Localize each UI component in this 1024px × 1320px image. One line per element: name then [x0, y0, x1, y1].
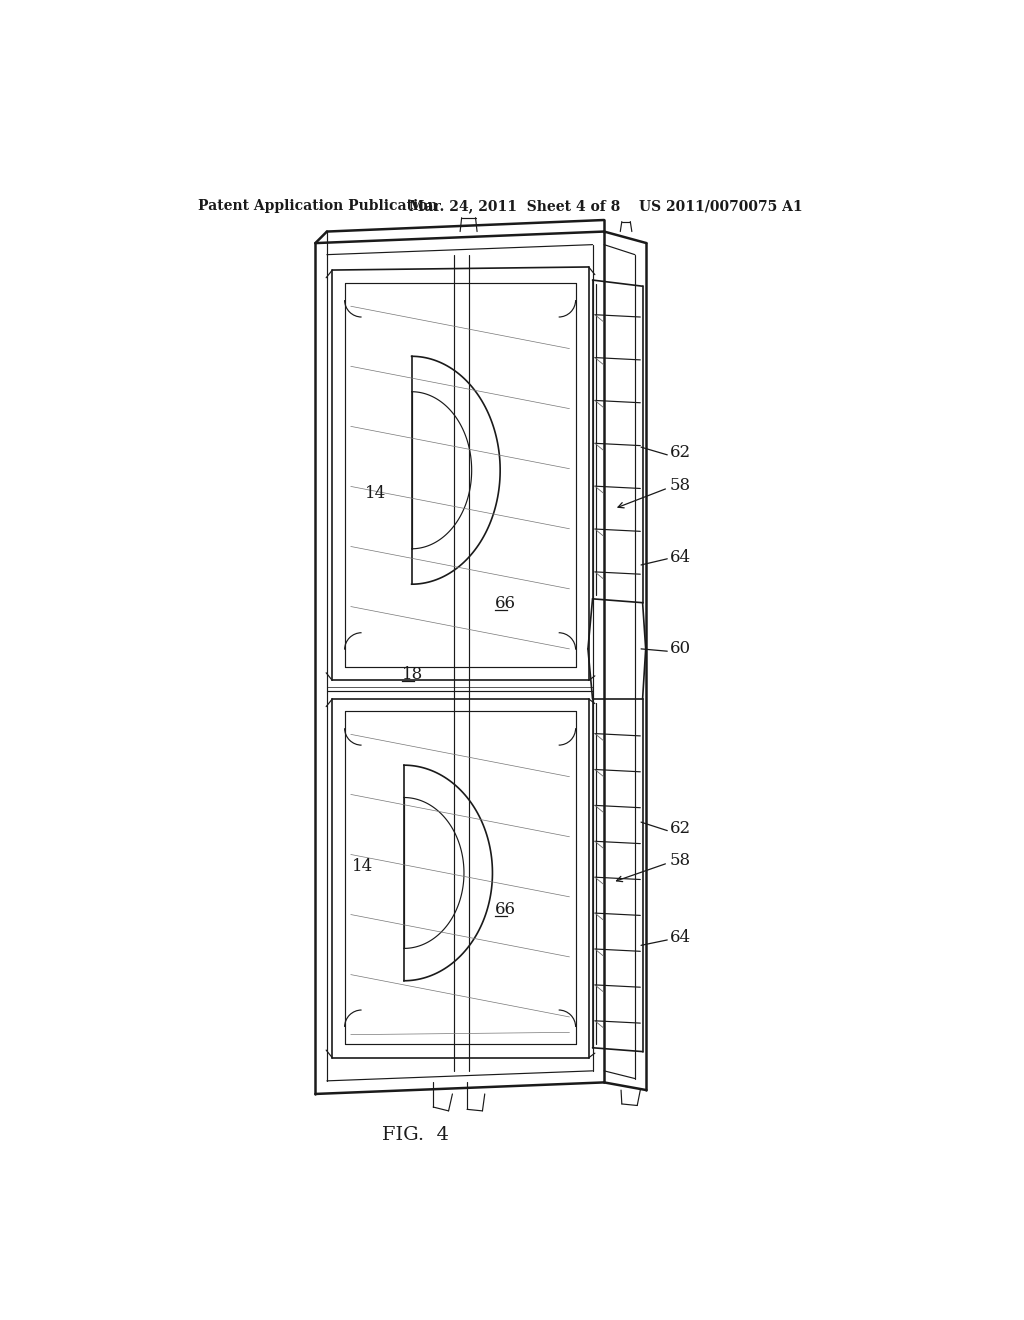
Text: 14: 14 — [351, 858, 373, 875]
Text: Mar. 24, 2011  Sheet 4 of 8: Mar. 24, 2011 Sheet 4 of 8 — [410, 199, 621, 213]
Text: 14: 14 — [366, 484, 387, 502]
Text: 62: 62 — [670, 444, 690, 461]
Text: 18: 18 — [401, 665, 423, 682]
Text: Patent Application Publication: Patent Application Publication — [199, 199, 438, 213]
Text: 62: 62 — [670, 820, 690, 837]
Text: US 2011/0070075 A1: US 2011/0070075 A1 — [639, 199, 803, 213]
Text: 66: 66 — [495, 900, 516, 917]
Text: 66: 66 — [495, 595, 516, 612]
Text: 60: 60 — [670, 640, 690, 657]
Text: 64: 64 — [670, 549, 690, 566]
Text: FIG.  4: FIG. 4 — [382, 1126, 449, 1143]
Text: 58: 58 — [670, 853, 690, 869]
Text: 64: 64 — [670, 929, 690, 946]
Text: 58: 58 — [670, 477, 690, 494]
